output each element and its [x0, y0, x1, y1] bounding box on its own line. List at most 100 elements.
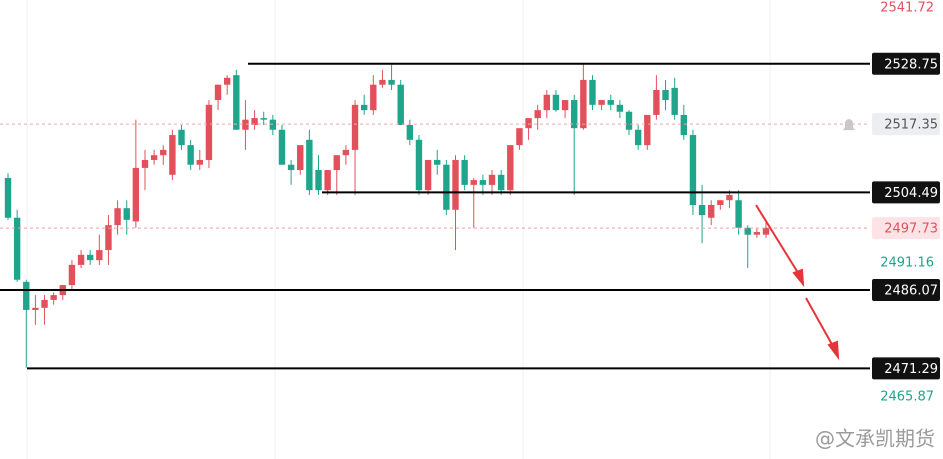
price-label: 2497.73 [884, 222, 938, 237]
candle-body [324, 170, 331, 191]
candle-body [488, 174, 496, 185]
y-tick-label: 2491.16 [880, 255, 934, 270]
candle-body [68, 264, 76, 286]
y-tick-label: 2465.87 [880, 390, 934, 405]
candle-body [86, 254, 94, 261]
candle-body [178, 129, 185, 146]
candle-body [516, 128, 523, 146]
level-label-box [872, 278, 940, 301]
candle-body [653, 89, 660, 115]
candle-body [598, 100, 605, 105]
candle-body [388, 79, 395, 85]
candle-body [662, 89, 669, 101]
candle-body [571, 100, 578, 129]
candle-body [114, 208, 121, 226]
candle-body [196, 159, 203, 165]
candle-body [41, 299, 48, 308]
candle-body [534, 110, 541, 119]
candle-body [671, 87, 678, 115]
candle-body [589, 79, 596, 105]
candle-body [160, 149, 167, 156]
bell-icon [843, 119, 855, 131]
candle-body [132, 167, 140, 222]
candle-body [32, 307, 39, 310]
candle-body [4, 177, 12, 218]
candle-body [169, 135, 176, 175]
candle-body [470, 180, 477, 185]
candle-body [634, 129, 642, 146]
candle-body [497, 174, 505, 191]
candle-body [607, 100, 614, 105]
candle-body [370, 84, 377, 111]
candle-body [13, 217, 21, 280]
candle-body [753, 232, 761, 235]
candle-body [96, 250, 103, 261]
candle-body [233, 75, 240, 130]
candle-body [726, 194, 733, 201]
candle-body [77, 254, 85, 265]
candle-body [50, 295, 57, 300]
candle-body [552, 94, 560, 111]
arrow-head [827, 340, 840, 361]
arrow-head [792, 268, 805, 288]
candle-body [616, 104, 624, 112]
price-label: 2517.35 [884, 118, 938, 133]
candle-body [406, 124, 414, 140]
candle-body [434, 159, 441, 165]
candle-body [150, 155, 158, 160]
candle-body [260, 118, 267, 120]
candle-body [507, 145, 514, 191]
y-tick-label: 2541.72 [880, 1, 934, 16]
candle-body [306, 139, 313, 191]
candle-body [342, 149, 350, 156]
watermark: @文承凯期货 [815, 427, 935, 451]
candle-body [644, 114, 651, 146]
candle-body [762, 227, 770, 235]
candle-body [717, 200, 724, 206]
candle-body [543, 94, 551, 111]
candle-body [415, 139, 423, 191]
candle-body [278, 129, 286, 165]
level-label-box [872, 181, 940, 204]
candle-body [680, 114, 688, 136]
candle-body [397, 84, 404, 125]
candle-body [452, 159, 459, 210]
candles [4, 63, 770, 368]
candle-body [379, 79, 386, 85]
candle-body [351, 104, 359, 150]
candle-body [424, 159, 432, 191]
candle-body [735, 200, 742, 228]
candle-body [23, 281, 30, 310]
candle-body [333, 155, 340, 171]
candle-body [123, 208, 130, 220]
candle-body [214, 84, 222, 101]
candle-body [525, 118, 532, 129]
candle-body [360, 104, 368, 111]
candle-body [708, 205, 715, 218]
price-label-box [872, 113, 940, 136]
candle-body [443, 164, 450, 210]
level-label: 2471.29 [884, 362, 938, 377]
level-label: 2486.07 [884, 283, 938, 298]
candle-body [698, 205, 706, 216]
level-label: 2528.75 [884, 57, 938, 72]
level-label-box [872, 52, 940, 75]
candle-body [744, 227, 751, 235]
candle-body [315, 170, 322, 191]
candle-body [269, 119, 277, 130]
price-label-box [872, 217, 940, 240]
candle-body [461, 159, 468, 185]
candle-body [287, 164, 295, 171]
candle-body [479, 180, 487, 185]
candle-body [105, 225, 112, 251]
arrow-line [755, 204, 801, 277]
candle-body [223, 77, 231, 85]
arrow-line [805, 297, 835, 349]
candle-body [561, 100, 569, 111]
level-label: 2504.49 [884, 186, 938, 201]
candle-body [205, 104, 213, 160]
candle-body [625, 111, 633, 130]
candle-body [251, 118, 258, 125]
